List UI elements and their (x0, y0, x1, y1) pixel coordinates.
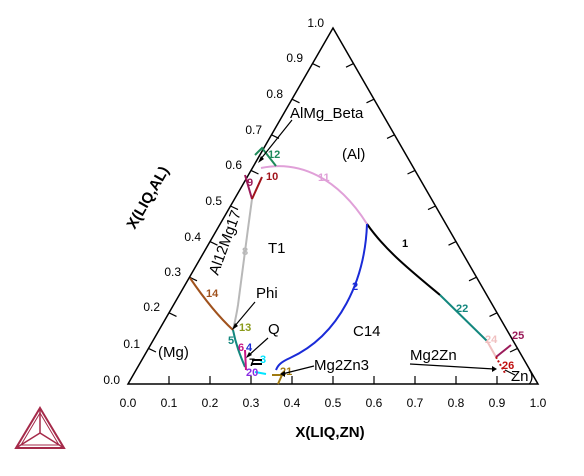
bottom-tick-label: 1.0 (530, 396, 547, 410)
curve-label-22: 22 (456, 303, 468, 315)
curve-label-1: 1 (402, 238, 408, 250)
left-axis-title: X(LIQ,AL) (123, 164, 172, 232)
curve-3 (254, 371, 267, 375)
bottom-axis-title: X(LIQ,ZN) (295, 424, 364, 441)
curve-label-8: 8 (242, 246, 248, 258)
left-tick-labels: 0.0 0.1 0.2 0.3 0.4 0.5 0.6 0.7 0.8 0.9 … (103, 16, 324, 387)
left-axis-ticks (148, 63, 321, 353)
curve-11 (260, 165, 368, 225)
left-tick-label: 0.1 (123, 337, 140, 351)
leader-arrows (232, 119, 516, 377)
software-logo (14, 406, 66, 449)
curve-label-14: 14 (206, 288, 219, 300)
left-tick-label: 0.4 (184, 230, 201, 244)
region-label-al: (Al) (342, 146, 365, 163)
curve-22 (439, 294, 488, 342)
left-tick-label: 0.3 (164, 265, 181, 279)
left-tick-label: 0.2 (143, 300, 160, 314)
bottom-tick-label: 0.2 (202, 396, 219, 410)
curve-10 (251, 176, 263, 200)
curve-8 (232, 198, 253, 331)
curve-label-3: 3 (260, 354, 266, 366)
left-tick-label: 0.6 (225, 158, 242, 172)
bottom-tick-label: 0.8 (448, 396, 465, 410)
curve-1 (366, 223, 441, 296)
bottom-tick-label: 0.9 (489, 396, 506, 410)
curve-label-26: 26 (502, 360, 514, 372)
curve-label-4: 4 (246, 342, 253, 354)
curve-label-9: 9 (247, 177, 253, 189)
left-tick-label: 0.8 (266, 87, 283, 101)
curve-label-5: 5 (228, 335, 234, 347)
curve-26 (495, 356, 506, 374)
bottom-tick-label: 0.1 (161, 396, 178, 410)
bottom-tick-label: 0.6 (366, 396, 383, 410)
curve-label-6: 6 (238, 342, 244, 354)
region-label-mg: (Mg) (158, 344, 189, 361)
curve-6 (244, 349, 247, 371)
region-label-c14: C14 (353, 323, 381, 340)
curve-25 (495, 344, 512, 358)
bottom-tick-labels: 0.0 0.1 0.2 0.3 0.4 0.5 0.6 0.7 0.8 0.9 … (120, 396, 547, 410)
curve-9 (244, 174, 253, 200)
curve-2 (275, 223, 368, 371)
left-tick-label: 1.0 (307, 16, 324, 30)
right-axis-ticks (345, 63, 518, 353)
bottom-tick-label: 0.3 (243, 396, 260, 410)
curve-label-2: 2 (352, 281, 358, 293)
curve-5 (232, 329, 246, 368)
left-tick-label: 0.7 (245, 123, 262, 137)
bottom-tick-label: 0.4 (284, 396, 301, 410)
region-label-t1: T1 (268, 240, 286, 257)
curve-14 (189, 277, 234, 331)
left-tick-label: 0.9 (286, 51, 303, 65)
region-label-almg-beta: AlMg_Beta (290, 105, 364, 122)
junction-markers (252, 359, 262, 365)
bottom-axis-ticks (168, 376, 498, 384)
curve-12 (254, 146, 277, 167)
curve-24 (486, 340, 497, 358)
curve-label-12: 12 (268, 149, 280, 161)
curve-label-25: 25 (512, 330, 524, 342)
curve-label-10: 10 (266, 171, 278, 183)
bottom-tick-label: 0.5 (325, 396, 342, 410)
left-tick-label: 0.5 (205, 194, 222, 208)
bottom-tick-label: 0.0 (120, 396, 137, 410)
curve-label-11: 11 (318, 172, 330, 184)
curve-label-13: 13 (239, 322, 251, 334)
bottom-tick-label: 0.7 (407, 396, 424, 410)
left-tick-label: 0.0 (103, 373, 120, 387)
region-label-mg2zn3: Mg2Zn3 (314, 357, 369, 374)
region-label-phi: Phi (256, 285, 278, 302)
curve-label-24: 24 (485, 334, 498, 346)
curve-label-20: 20 (246, 367, 258, 379)
region-label-mg2zn: Mg2Zn (410, 347, 457, 364)
region-label-zn: Zn) (511, 368, 534, 385)
phase-boundaries (189, 146, 512, 385)
region-label-q: Q (268, 321, 280, 338)
